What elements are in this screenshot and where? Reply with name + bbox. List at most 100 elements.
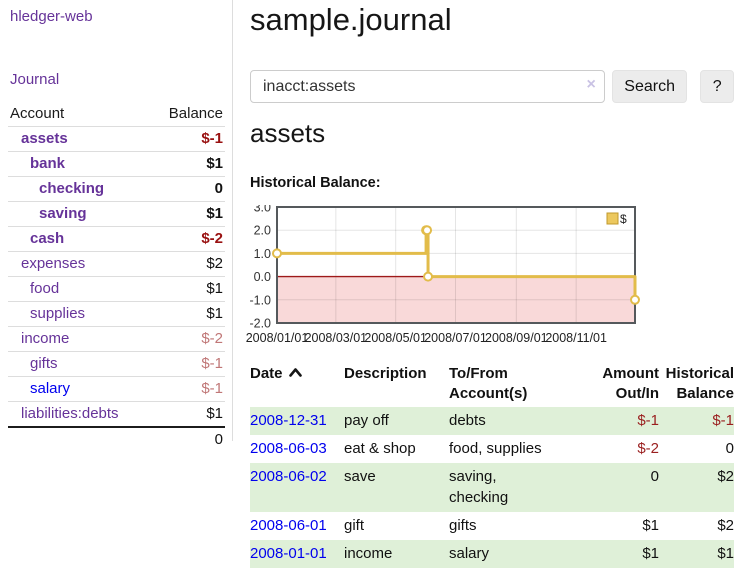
- data-point-marker: [422, 225, 433, 236]
- account-balance: $1: [206, 280, 223, 297]
- transaction-description: pay off: [344, 412, 389, 429]
- account-row: assets $-1: [8, 126, 225, 152]
- accounts-header-account: Account: [10, 105, 65, 122]
- register-table: Date Description To/From Account(s) Amou…: [250, 362, 734, 568]
- app-brand-link[interactable]: hledger-web: [10, 8, 93, 25]
- account-row: bank $1: [8, 151, 225, 177]
- transaction-accounts: debts: [449, 412, 486, 429]
- transaction-date-link[interactable]: 2008-06-01: [250, 517, 327, 534]
- register-header-description: Description: [344, 365, 427, 382]
- transaction-date-link[interactable]: 2008-06-02: [250, 468, 327, 485]
- account-link[interactable]: salary: [30, 380, 71, 397]
- accounts-header-balance: Balance: [168, 105, 223, 122]
- transaction-balance: $-1: [712, 412, 734, 429]
- accounts-total-row: 0: [8, 427, 225, 452]
- account-balance: $2: [206, 255, 223, 272]
- account-row: checking 0: [8, 176, 225, 202]
- account-link[interactable]: liabilities:debts: [21, 405, 119, 422]
- search-input[interactable]: [250, 70, 605, 103]
- transaction-description: gift: [344, 517, 365, 534]
- account-balance: $-1: [201, 380, 223, 397]
- search-help-button[interactable]: ?: [700, 70, 734, 103]
- register-table-body: 2008-12-31 pay off debts $-1 $-1 2008-06…: [250, 407, 734, 568]
- account-row: income $-2: [8, 326, 225, 352]
- transaction-amount: 0: [650, 468, 659, 485]
- accounts-total-spacer: [8, 427, 150, 452]
- register-header-date[interactable]: Date: [250, 362, 344, 407]
- sidebar-item-journal[interactable]: Journal: [10, 71, 60, 88]
- y-tick-label: 1.0: [254, 247, 271, 261]
- x-tick-label: 2008/09/01: [485, 331, 548, 345]
- chart-title: Historical Balance:: [250, 175, 381, 191]
- transaction-accounts: food, supplies: [449, 440, 542, 457]
- y-tick-label: -2.0: [249, 317, 271, 331]
- account-row: gifts $-1: [8, 351, 225, 377]
- data-point-marker: [423, 271, 434, 282]
- accounts-table: Account Balance assets $-1 bank $1 check…: [8, 102, 225, 452]
- account-link[interactable]: cash: [30, 230, 65, 247]
- y-tick-label: -1.0: [249, 293, 271, 307]
- account-link[interactable]: gifts: [30, 355, 58, 372]
- account-row: saving $1: [8, 201, 225, 227]
- transaction-accounts: gifts: [449, 517, 477, 534]
- negative-region: [277, 276, 635, 323]
- account-balance: $1: [206, 205, 223, 222]
- account-link[interactable]: saving: [39, 205, 87, 222]
- register-header-balance: Historical Balance: [665, 365, 734, 402]
- clear-search-icon[interactable]: ×: [586, 76, 596, 93]
- account-balance: 0: [214, 180, 223, 197]
- transaction-amount: $-2: [637, 440, 659, 457]
- account-balance: $1: [206, 305, 223, 322]
- account-balance: $-1: [201, 130, 223, 147]
- main-content: sample.journal × Search ? assets Histori…: [246, 0, 734, 582]
- transaction-accounts: salary: [449, 545, 490, 562]
- account-balance: $-2: [201, 230, 223, 247]
- account-link[interactable]: checking: [39, 180, 105, 197]
- transaction-date-link[interactable]: 2008-01-01: [250, 545, 327, 562]
- account-row: supplies $1: [8, 301, 225, 327]
- transaction-balance: $1: [717, 545, 734, 562]
- plot-border: [276, 206, 636, 324]
- y-tick-label: 0.0: [254, 270, 271, 284]
- transaction-amount: $1: [642, 545, 659, 562]
- account-link[interactable]: bank: [30, 155, 66, 172]
- accounts-table-body: assets $-1 bank $1 checking 0 saving $1 …: [8, 126, 225, 428]
- account-row: food $1: [8, 276, 225, 302]
- sidebar: hledger-web Journal Account Balance asse…: [0, 0, 233, 448]
- register-row: 2008-06-03 eat & shop food, supplies $-2…: [250, 435, 734, 463]
- transaction-balance: 0: [725, 440, 734, 457]
- account-balance: $1: [206, 405, 223, 422]
- register-header-amount: Amount Out/In: [602, 365, 659, 402]
- transaction-description: income: [344, 545, 393, 562]
- account-row: salary $-1: [8, 376, 225, 402]
- account-row: liabilities:debts $1: [8, 401, 225, 428]
- x-tick-label: 2008/03/01: [305, 331, 368, 345]
- account-link[interactable]: income: [21, 330, 70, 347]
- account-link[interactable]: supplies: [30, 305, 86, 322]
- transaction-date-link[interactable]: 2008-06-03: [250, 440, 327, 457]
- x-tick-label: 2008/07/01: [424, 331, 487, 345]
- search-button[interactable]: Search: [611, 70, 688, 103]
- account-heading: assets: [250, 118, 326, 148]
- chart-container: $3.0 2.0 1.0 0.0 -1.0 -2.0 2008/01/01 2008/03/0…: [243, 201, 643, 358]
- page-title: sample.journal: [250, 2, 452, 37]
- account-balance: $-1: [201, 355, 223, 372]
- x-tick-label: 2008/11/01: [545, 331, 607, 345]
- account-balance: $1: [206, 155, 223, 172]
- data-point-marker: [630, 294, 640, 305]
- historical-balance-chart: $3.0 2.0 1.0 0.0 -1.0 -2.02008/01/012008/03/0…: [246, 201, 640, 345]
- account-link[interactable]: assets: [21, 130, 68, 147]
- legend-swatch: [606, 212, 619, 225]
- account-link[interactable]: expenses: [21, 255, 86, 272]
- search-form: × Search ?: [250, 70, 734, 103]
- legend-label: $: [620, 212, 627, 226]
- y-tick-label: 2.0: [254, 224, 271, 238]
- account-link[interactable]: food: [30, 280, 60, 297]
- x-tick-label: 2008/01/01: [246, 331, 309, 345]
- register-row: 2008-01-01 income salary $1 $1: [250, 540, 734, 568]
- transaction-accounts: saving, checking: [449, 468, 509, 506]
- transaction-date-link[interactable]: 2008-12-31: [250, 412, 327, 429]
- register-row: 2008-06-02 save saving, checking 0 $2: [250, 463, 734, 512]
- transaction-balance: $2: [717, 468, 734, 485]
- transaction-amount: $-1: [637, 412, 659, 429]
